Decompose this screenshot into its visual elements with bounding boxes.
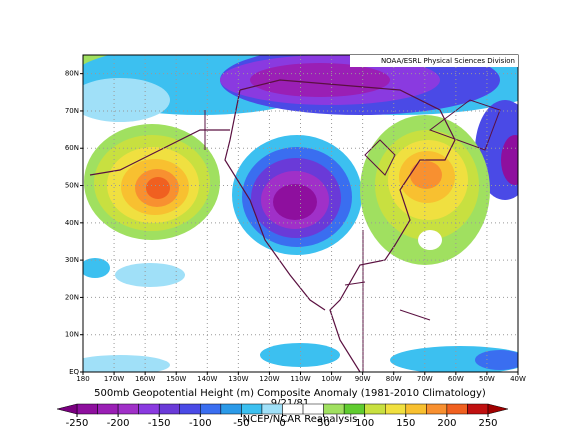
lon-label: 160W	[135, 375, 155, 383]
lon-label: 150W	[166, 375, 186, 383]
colorbar-label: 100	[355, 418, 374, 429]
colorbar-label: -100	[189, 418, 212, 429]
lon-label: 50W	[479, 375, 495, 383]
colorbar-bin	[364, 403, 386, 415]
lon-label: 130W	[228, 375, 248, 383]
colorbar-bin	[467, 403, 489, 415]
credit: NOAA/ESRL Physical Sciences Division	[381, 57, 515, 65]
lat-label: EQ	[69, 368, 79, 376]
lat-label: 80N	[65, 70, 79, 78]
colorbar-bin	[117, 403, 139, 415]
lon-label: 140W	[197, 375, 217, 383]
colorbar-label: 200	[437, 418, 456, 429]
colorbar-bin	[200, 403, 222, 415]
lat-label: 20N	[65, 293, 79, 301]
lon-label: 100W	[321, 375, 341, 383]
colorbar-label: 50	[317, 418, 330, 429]
lat-label: 60N	[65, 144, 79, 152]
lon-label: 60W	[448, 375, 464, 383]
lon-label: 90W	[355, 375, 371, 383]
lon-label: 80W	[386, 375, 402, 383]
date: 9/21/81	[271, 398, 310, 409]
source: NCEP/NCAR Reanalysis	[243, 414, 358, 425]
colorbar: -250 -200 -150 -100 -50 0 50 100 150 200 250	[56, 403, 509, 429]
colorbar-bin	[302, 403, 324, 415]
colorbar-bin	[241, 403, 263, 415]
colorbar-label: -50	[233, 418, 249, 429]
lat-label: 30N	[65, 256, 79, 264]
colorbar-bin	[261, 403, 283, 415]
lon-label: 110W	[290, 375, 310, 383]
colorbar-bin	[76, 403, 98, 415]
colorbar-bin	[220, 403, 242, 415]
colorbar-label: 150	[396, 418, 415, 429]
colorbar-bin	[282, 403, 304, 415]
colorbar-bin	[446, 403, 468, 415]
lat-label: 10N	[65, 331, 79, 339]
colorbar-bin	[426, 403, 448, 415]
colorbar-bin	[343, 403, 365, 415]
colorbar-label: 0	[279, 418, 285, 429]
anomaly-field	[83, 55, 518, 372]
lon-label: 120W	[259, 375, 279, 383]
map-title: 500mb Geopotential Height (m) Composite …	[94, 388, 486, 399]
colorbar-bin	[385, 403, 407, 415]
colorbar-bin	[405, 403, 427, 415]
lat-label: 50N	[65, 182, 79, 190]
colorbar-label: -150	[148, 418, 171, 429]
credit-box	[350, 55, 518, 67]
lat-label: 70N	[65, 107, 79, 115]
colorbar-bin	[323, 403, 345, 415]
colorbar-bin	[158, 403, 180, 415]
lat-label: 40N	[65, 219, 79, 227]
colorbar-low-end	[56, 403, 78, 415]
lon-label: 70W	[417, 375, 433, 383]
lon-label: 180	[76, 375, 89, 383]
colorbar-bin	[97, 403, 119, 415]
colorbar-bin	[179, 403, 201, 415]
lon-label: 40W	[510, 375, 526, 383]
colorbar-label: 250	[478, 418, 497, 429]
colorbar-high-end	[487, 403, 509, 415]
colorbar-label: -200	[107, 418, 130, 429]
colorbar-bin	[138, 403, 160, 415]
map-frame	[82, 54, 519, 373]
colorbar-label: -250	[66, 418, 89, 429]
lon-label: 170W	[104, 375, 124, 383]
